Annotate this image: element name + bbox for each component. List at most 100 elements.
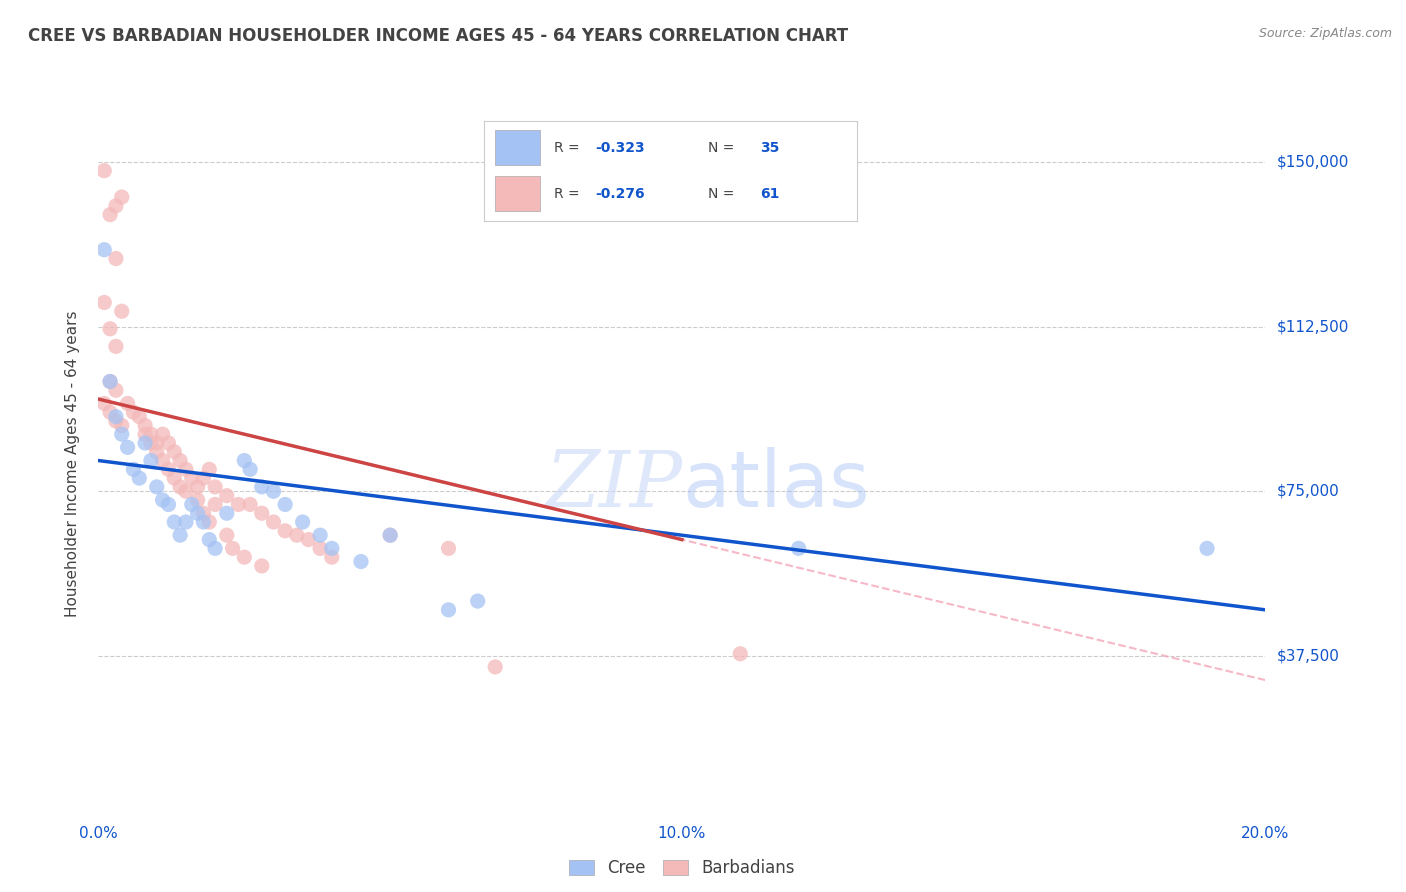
Point	[93, 396, 115, 410]
Point	[187, 480, 209, 494]
Point	[146, 436, 169, 450]
Point	[274, 498, 297, 512]
Point	[157, 436, 180, 450]
Point	[309, 541, 332, 556]
Text: Source: ZipAtlas.com: Source: ZipAtlas.com	[1258, 27, 1392, 40]
Point	[163, 444, 186, 458]
Point	[787, 541, 810, 556]
Point	[98, 405, 121, 419]
Point	[122, 462, 145, 476]
Point	[250, 480, 273, 494]
Point	[274, 524, 297, 538]
Point	[262, 515, 284, 529]
Point	[104, 252, 127, 266]
Point	[98, 375, 121, 389]
Point	[134, 436, 156, 450]
Point	[215, 506, 238, 520]
Point	[187, 506, 209, 520]
Point	[163, 515, 186, 529]
Point	[233, 550, 256, 565]
Text: ZIP: ZIP	[544, 447, 682, 524]
Point	[134, 427, 156, 442]
Point	[250, 506, 273, 520]
Point	[146, 444, 169, 458]
Point	[285, 528, 308, 542]
Point	[157, 498, 180, 512]
Point	[484, 660, 506, 674]
Point	[152, 493, 174, 508]
Point	[239, 498, 262, 512]
Point	[378, 528, 402, 542]
Point	[139, 453, 162, 467]
Point	[169, 528, 191, 542]
Point	[104, 384, 127, 398]
Text: $112,500: $112,500	[1277, 319, 1348, 334]
Point	[233, 453, 256, 467]
Point	[111, 304, 134, 318]
Point	[250, 558, 273, 573]
Point	[163, 471, 186, 485]
Legend: Cree, Barbadians: Cree, Barbadians	[562, 853, 801, 884]
Point	[728, 647, 751, 661]
Point	[204, 541, 226, 556]
Text: $37,500: $37,500	[1277, 648, 1340, 664]
Point	[146, 480, 169, 494]
Point	[239, 462, 262, 476]
Point	[180, 471, 202, 485]
Point	[157, 462, 180, 476]
Point	[198, 515, 221, 529]
Point	[174, 462, 197, 476]
Point	[104, 199, 127, 213]
Point	[98, 208, 121, 222]
Point	[297, 533, 319, 547]
Point	[291, 515, 314, 529]
Point	[104, 339, 127, 353]
Point	[215, 489, 238, 503]
Point	[437, 541, 460, 556]
Point	[198, 462, 221, 476]
Point	[215, 528, 238, 542]
Y-axis label: Householder Income Ages 45 - 64 years: Householder Income Ages 45 - 64 years	[65, 310, 80, 617]
Point	[228, 498, 250, 512]
Point	[221, 541, 243, 556]
Point	[262, 484, 284, 499]
Text: CREE VS BARBADIAN HOUSEHOLDER INCOME AGES 45 - 64 YEARS CORRELATION CHART: CREE VS BARBADIAN HOUSEHOLDER INCOME AGE…	[28, 27, 848, 45]
Point	[174, 484, 197, 499]
Point	[128, 471, 150, 485]
Point	[1195, 541, 1218, 556]
Point	[104, 414, 127, 428]
Point	[193, 515, 215, 529]
Point	[134, 418, 156, 433]
Point	[128, 409, 150, 424]
Point	[204, 480, 226, 494]
Point	[193, 471, 215, 485]
Point	[152, 453, 174, 467]
Point	[350, 555, 373, 569]
Point	[378, 528, 402, 542]
Point	[321, 541, 343, 556]
Point	[174, 515, 197, 529]
Point	[309, 528, 332, 542]
Point	[117, 441, 139, 455]
Point	[467, 594, 489, 608]
Point	[152, 427, 174, 442]
Point	[104, 409, 127, 424]
Point	[98, 375, 121, 389]
Point	[193, 506, 215, 520]
Point	[122, 405, 145, 419]
Point	[169, 453, 191, 467]
Point	[198, 533, 221, 547]
Text: atlas: atlas	[682, 447, 869, 524]
Point	[180, 498, 202, 512]
Point	[93, 163, 115, 178]
Point	[139, 436, 162, 450]
Point	[111, 427, 134, 442]
Point	[187, 493, 209, 508]
Point	[139, 427, 162, 442]
Point	[111, 190, 134, 204]
Point	[98, 322, 121, 336]
Point	[204, 498, 226, 512]
Point	[437, 603, 460, 617]
Text: $75,000: $75,000	[1277, 483, 1340, 499]
Point	[93, 295, 115, 310]
